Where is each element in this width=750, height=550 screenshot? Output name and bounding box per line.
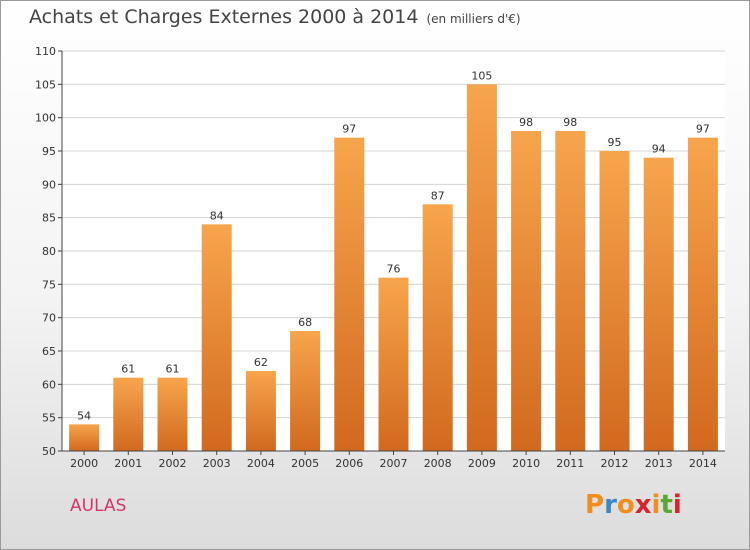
- bar-2000: [69, 424, 100, 451]
- bar-2005: [290, 331, 321, 451]
- data-label-2014: 97: [696, 123, 710, 136]
- y-tick-label: 80: [42, 245, 56, 258]
- x-tick-label-2004: 2004: [247, 457, 275, 470]
- bar-2007: [378, 277, 409, 451]
- logo-letter: r: [604, 490, 617, 520]
- y-tick-label: 110: [35, 45, 56, 58]
- bar-2012: [599, 151, 630, 451]
- bar-2003: [201, 224, 232, 451]
- logo-letter: o: [616, 490, 635, 520]
- y-tick-label: 85: [42, 212, 56, 225]
- y-tick-label: 95: [42, 145, 56, 158]
- proxiti-logo: Proxiti: [585, 490, 682, 520]
- bar-layer: 54 61 61 84 62 68 97 76 87 105 98 98 95 94 97: [69, 69, 718, 451]
- bar-2013: [643, 157, 674, 451]
- data-label-2001: 61: [121, 363, 135, 376]
- bar-2006: [334, 137, 365, 451]
- x-tick-label-2010: 2010: [512, 457, 540, 470]
- x-tick-label-2008: 2008: [424, 457, 452, 470]
- data-label-2003: 84: [210, 209, 224, 222]
- data-label-2010: 98: [519, 116, 533, 129]
- bar-2008: [422, 204, 453, 451]
- x-tick-label-2000: 2000: [70, 457, 98, 470]
- y-tick-label: 70: [42, 312, 56, 325]
- data-label-2006: 97: [342, 123, 356, 136]
- x-tick-label-2007: 2007: [380, 457, 408, 470]
- y-tick-label: 90: [42, 178, 56, 191]
- y-tick-label: 55: [42, 412, 56, 425]
- commune-name: AULAS: [70, 496, 127, 516]
- data-label-2011: 98: [563, 116, 577, 129]
- logo-letter: i: [651, 490, 661, 520]
- y-tick-label: 105: [35, 78, 56, 91]
- data-label-2007: 76: [387, 263, 401, 276]
- x-tick-label-2012: 2012: [601, 457, 629, 470]
- x-tick-label-2006: 2006: [335, 457, 363, 470]
- data-label-2002: 61: [166, 363, 180, 376]
- bar-2014: [687, 137, 718, 451]
- y-tick-label: 50: [42, 445, 56, 458]
- logo-letter: x: [634, 490, 652, 520]
- x-tick-label-2001: 2001: [114, 457, 142, 470]
- axis-layer: 50 55 60 65 70 75 80 85 90 95 100 105 110 2000 2001 200…: [35, 45, 725, 470]
- bar-2011: [555, 131, 586, 451]
- data-label-2013: 94: [652, 143, 666, 156]
- data-label-2012: 95: [608, 136, 622, 149]
- bar-2009: [466, 84, 497, 451]
- y-tick-label: 100: [35, 112, 56, 125]
- x-tick-label-2011: 2011: [556, 457, 584, 470]
- data-label-2005: 68: [298, 316, 312, 329]
- data-label-2004: 62: [254, 356, 268, 369]
- logo-letter: P: [585, 490, 605, 520]
- x-tick-label-2009: 2009: [468, 457, 496, 470]
- data-label-2008: 87: [431, 189, 445, 202]
- x-tick-label-2014: 2014: [689, 457, 717, 470]
- chart-title-text: Achats et Charges Externes 2000 à 2014: [29, 6, 419, 28]
- logo-letter: t: [660, 490, 673, 520]
- logo-letter: i: [672, 490, 682, 520]
- bar-2004: [245, 371, 276, 451]
- x-tick-label-2005: 2005: [291, 457, 319, 470]
- bar-2002: [157, 377, 188, 451]
- x-tick-label-2002: 2002: [159, 457, 187, 470]
- bar-2010: [511, 131, 542, 451]
- y-tick-label: 60: [42, 378, 56, 391]
- bar-2001: [113, 377, 144, 451]
- chart-title: Achats et Charges Externes 2000 à 2014 (e…: [29, 6, 521, 28]
- chart-unit: (en milliers d'€): [426, 12, 521, 26]
- data-label-2009: 105: [471, 69, 492, 82]
- x-tick-label-2003: 2003: [203, 457, 231, 470]
- x-tick-label-2013: 2013: [645, 457, 673, 470]
- y-tick-label: 65: [42, 345, 56, 358]
- data-label-2000: 54: [77, 409, 91, 422]
- y-tick-label: 75: [42, 278, 56, 291]
